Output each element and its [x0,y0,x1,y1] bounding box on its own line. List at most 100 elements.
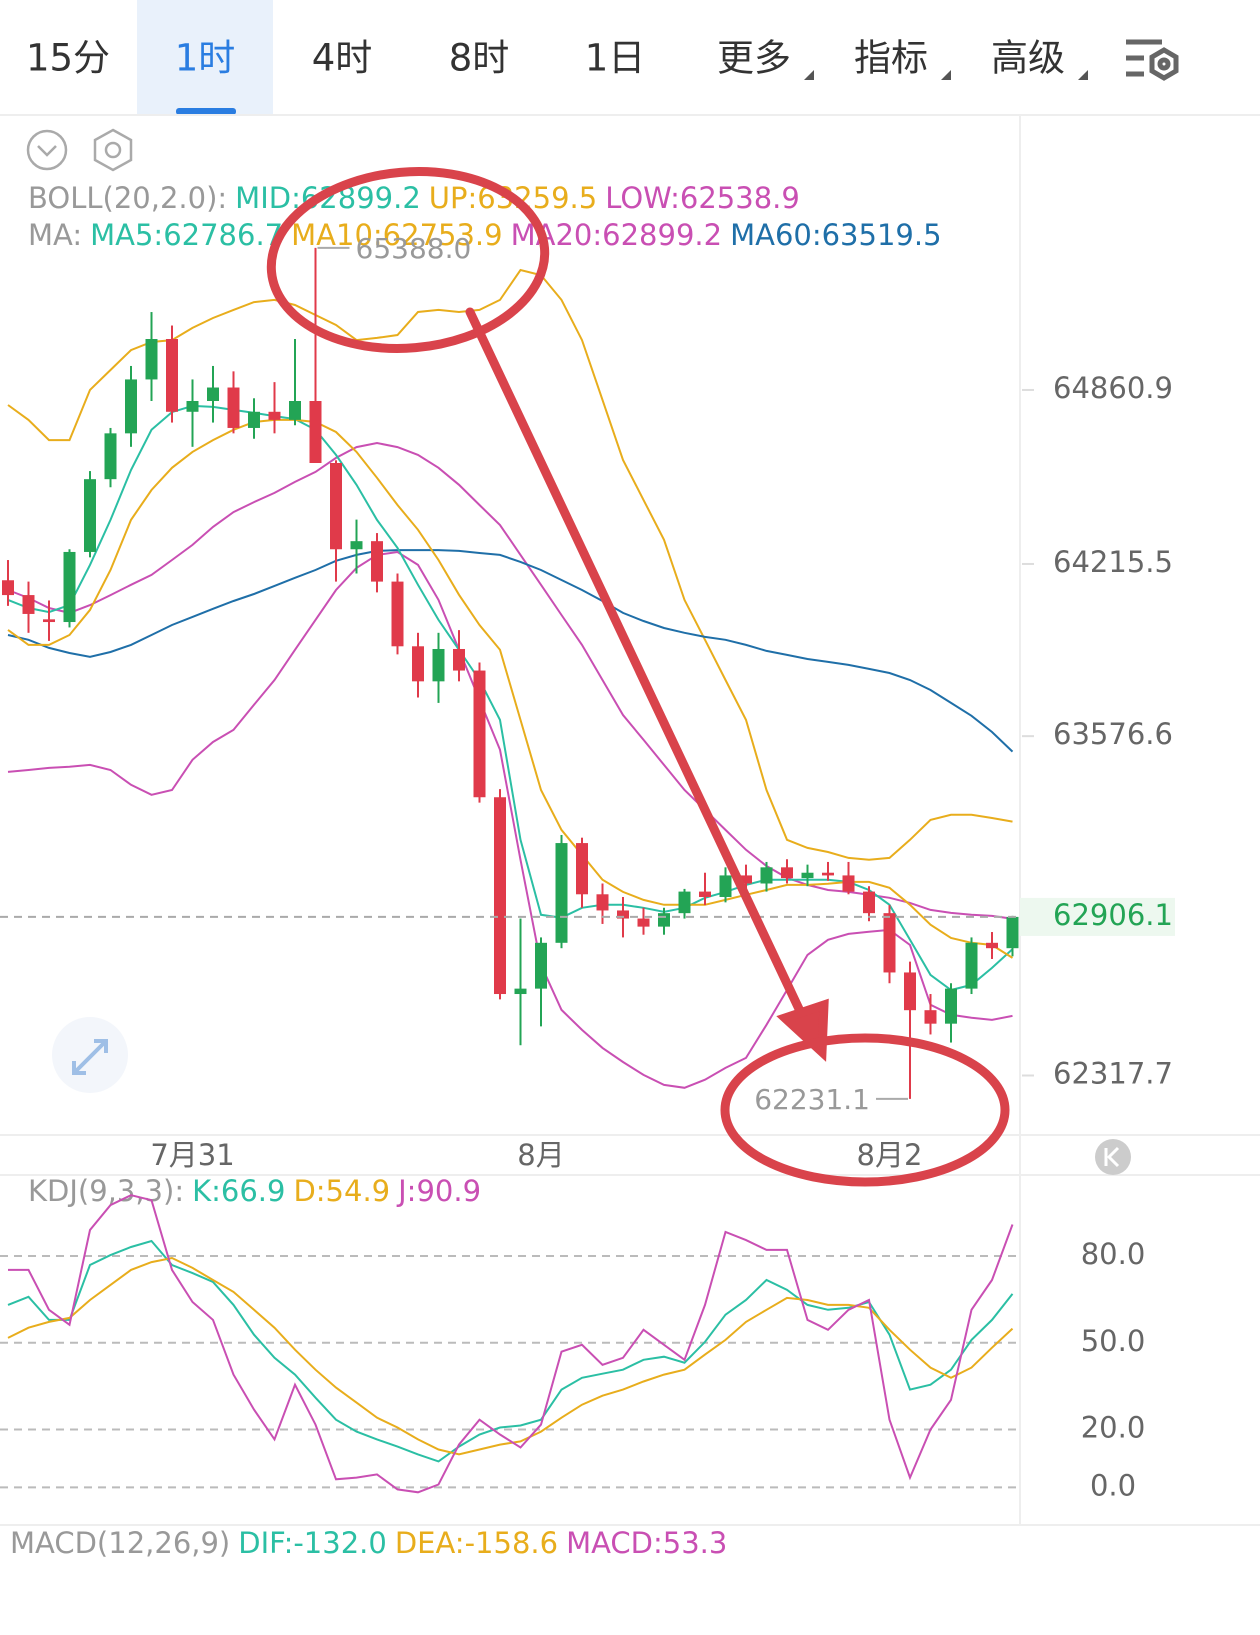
candle-body [309,400,322,463]
candle-body [637,918,650,927]
expand-icon[interactable] [52,1017,128,1093]
candle-body [43,619,55,623]
candle-body [781,867,793,879]
x-tick-label: 8月 [517,1138,564,1172]
tab[interactable]: 高级 [991,37,1065,80]
indicator-value: K:66.9 [192,1174,285,1208]
candle-body [740,875,752,884]
candle-body [535,942,547,989]
candle-body [2,580,14,596]
candle-body [863,891,875,914]
tab[interactable]: 1日 [585,37,646,80]
tab[interactable]: 指标 [854,37,928,80]
candle-body [289,400,301,420]
candle-body [699,891,711,897]
indicator-label: KDJ(9,3,3): [28,1174,184,1208]
indicator-value: MACD:53.3 [566,1526,727,1560]
indicator-label: BOLL(20,2.0): [28,181,227,215]
collapse-icon[interactable] [26,129,68,171]
indicator-value: MID:62899.2 [235,181,421,215]
candle-body [371,541,383,582]
candle-body [658,913,670,927]
tab[interactable]: 8时 [449,37,510,80]
indicator-line-path [7,549,1014,753]
indicator-line: MACD(12,26,9) DIF:-132.0 DEA:-158.6 MACD:53… [10,1526,727,1560]
active-tab-indicator [176,108,236,115]
hexagon-icon[interactable] [93,128,133,172]
candle-body [494,797,506,995]
candle-body [842,875,855,892]
candle-body [350,541,363,550]
candle-body [965,942,978,989]
last-price-bg [1020,897,1175,936]
candle-body [801,872,814,879]
high-label: 65388.0 [356,232,472,265]
last-price-label: 62906.1 [1053,898,1173,932]
settings-icon[interactable] [1126,39,1179,81]
active-tab-bg [137,0,273,115]
y-tick-label: 62317.7 [1053,1057,1173,1091]
candle-body [596,894,609,911]
candle-body [268,411,281,420]
tab[interactable]: 更多 [717,37,791,80]
candle-body [145,339,158,380]
candle-body [883,913,896,973]
indicator-value: MA5:62786.7 [90,218,283,252]
annotation [266,167,1010,1187]
candle-body [84,479,96,552]
candle-body [330,462,342,550]
candle-body [186,400,199,412]
tab[interactable]: 15分 [26,37,110,80]
indicator-value: DEA:-158.6 [395,1526,558,1560]
indicator-line-path [7,1256,1014,1456]
plot-area: BOLL(20,2.0): MID:62899.2 UP:63259.5 LOW:62… [0,181,1175,1560]
candle-body [227,387,240,428]
candle-body [1006,916,1019,949]
x-tick-label: 7月31 [150,1138,234,1172]
candle-body [822,872,834,876]
x-tick-label: 8月2 [857,1138,923,1172]
candle-body [63,551,76,623]
y-tick-label: 0.0 [1090,1468,1136,1502]
candle-body [945,988,957,1024]
indicator-line: KDJ(9,3,3): K:66.9 D:54.9 J:90.9 [28,1174,481,1208]
indicator-line-path [7,1239,1014,1463]
candle-body [986,942,998,949]
dropdown-marks [804,70,1088,80]
indicator-value: DIF:-132.0 [238,1526,387,1560]
indicator-value: LOW:62538.9 [605,181,800,215]
scroll-end-icon[interactable] [1095,1139,1131,1175]
y-tick-label: 64860.9 [1053,371,1173,405]
candle-body [617,910,629,919]
tab[interactable]: 1时 [175,37,236,80]
y-tick-label: 80.0 [1081,1237,1146,1271]
candle-body [760,867,773,884]
indicator-label: MA: [28,218,82,252]
indicator-value: J:90.9 [396,1174,481,1208]
candle-body [391,581,404,647]
candle-body [924,1010,937,1024]
candle-body [125,379,137,434]
indicator-value: D:54.9 [293,1174,390,1208]
low-label: 62231.1 [754,1083,870,1116]
candle-body [555,843,568,943]
indicator-line-path [8,1194,1014,1494]
candle-body [473,670,486,798]
candle-body [166,339,178,412]
indicator-label: MACD(12,26,9) [10,1526,230,1560]
candle-body [904,972,916,1011]
candle-body [514,988,527,995]
candle-body [248,411,260,428]
candle-body [207,387,219,401]
candle-body [453,648,465,671]
indicator-line: MA: MA5:62786.7 MA10:62753.9 MA20:62899.2 MA… [28,218,942,252]
candle-body [719,875,732,897]
indicator-line-path [7,550,1013,1089]
candle-body [104,433,117,480]
candle-body [22,595,35,614]
y-tick-label: 50.0 [1081,1324,1146,1358]
tab[interactable]: 4时 [312,37,373,80]
